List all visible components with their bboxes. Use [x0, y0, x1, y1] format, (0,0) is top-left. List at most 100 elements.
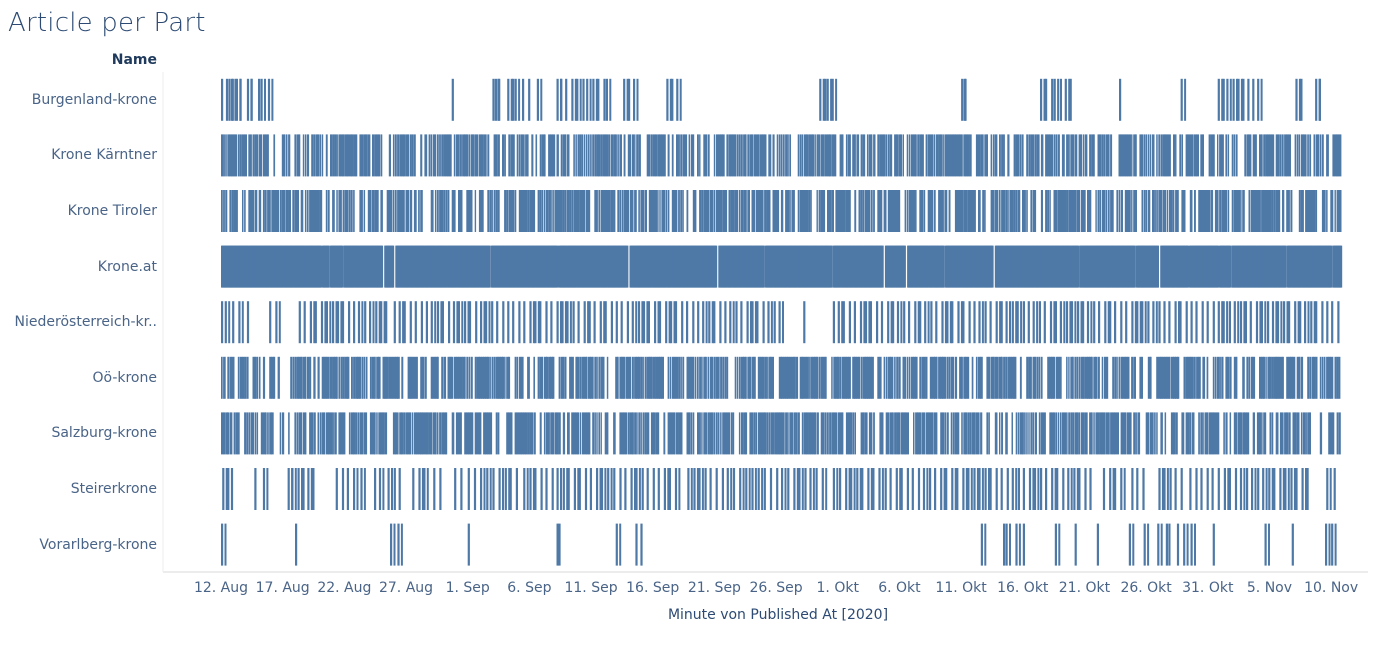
article-tick: [1255, 301, 1259, 344]
article-tick: [237, 356, 240, 399]
article-tick: [1061, 134, 1065, 177]
article-tick: [762, 134, 765, 177]
article-tick: [808, 190, 811, 232]
article-tick: [445, 245, 448, 288]
article-tick: [231, 356, 235, 399]
article-tick: [413, 356, 417, 399]
article-tick: [464, 134, 467, 177]
article-tick: [1152, 134, 1155, 177]
article-tick: [552, 134, 556, 177]
article-tick: [512, 190, 515, 232]
article-tick: [1005, 523, 1008, 566]
article-tick: [478, 412, 482, 455]
article-tick: [932, 245, 935, 288]
article-tick: [669, 78, 672, 121]
article-tick: [434, 301, 437, 344]
article-tick: [785, 356, 788, 399]
article-tick: [980, 356, 983, 399]
article-tick: [260, 134, 263, 177]
article-tick: [653, 134, 656, 177]
article-tick: [1229, 245, 1232, 288]
article-tick: [1221, 245, 1224, 288]
article-tick: [1216, 245, 1219, 288]
article-tick: [938, 356, 941, 399]
article-tick: [1275, 301, 1278, 344]
article-tick: [474, 134, 477, 177]
article-tick: [845, 134, 848, 177]
article-tick: [848, 190, 851, 232]
article-tick: [919, 301, 922, 344]
article-tick: [1319, 134, 1322, 177]
article-tick: [1321, 190, 1324, 232]
article-tick: [908, 356, 911, 399]
article-tick: [1087, 356, 1090, 399]
article-tick: [978, 356, 981, 399]
article-tick: [996, 356, 999, 399]
article-tick: [766, 190, 769, 232]
article-tick: [467, 245, 470, 288]
row-label: Oö-krone: [92, 369, 157, 386]
article-tick: [307, 134, 310, 177]
article-tick: [1221, 190, 1224, 232]
article-tick: [1080, 301, 1083, 344]
article-tick: [1116, 356, 1118, 399]
article-tick: [623, 412, 626, 455]
article-tick: [464, 356, 466, 399]
article-tick: [671, 78, 674, 121]
article-tick: [1019, 134, 1022, 177]
article-tick: [428, 412, 432, 455]
article-tick: [799, 356, 803, 399]
article-tick: [1013, 190, 1016, 232]
article-tick: [1059, 190, 1063, 232]
article-tick: [387, 468, 390, 510]
article-tick: [793, 356, 796, 399]
article-tick: [923, 412, 926, 455]
article-tick: [975, 134, 979, 177]
article-tick: [745, 134, 747, 177]
article-tick: [1076, 412, 1079, 455]
article-tick: [1315, 78, 1318, 121]
article-tick: [374, 134, 377, 177]
article-tick: [1277, 190, 1281, 232]
article-tick: [525, 190, 528, 232]
article-tick: [550, 190, 552, 232]
article-tick: [1026, 190, 1028, 232]
article-tick: [221, 301, 224, 344]
article-tick: [1180, 245, 1183, 288]
article-tick: [594, 190, 597, 232]
article-tick: [229, 356, 232, 399]
article-tick: [596, 356, 598, 399]
article-tick: [1310, 301, 1313, 344]
article-tick: [1133, 190, 1136, 232]
article-tick: [839, 412, 843, 455]
article-tick: [911, 468, 914, 510]
article-tick: [1288, 356, 1292, 399]
article-tick: [971, 412, 975, 455]
article-tick: [961, 412, 963, 455]
article-tick: [389, 245, 392, 288]
article-tick: [896, 134, 899, 177]
article-tick: [363, 190, 366, 232]
article-tick: [1263, 356, 1265, 399]
article-tick: [751, 134, 754, 177]
article-tick: [705, 190, 708, 232]
article-tick: [1279, 134, 1282, 177]
article-tick: [497, 356, 501, 399]
article-tick: [1061, 190, 1065, 232]
article-tick: [1057, 356, 1061, 399]
article-tick: [324, 301, 327, 344]
article-tick: [504, 468, 507, 510]
article-tick: [1069, 301, 1072, 344]
article-tick: [862, 134, 866, 177]
article-tick: [803, 356, 807, 399]
article-tick: [420, 134, 423, 177]
article-tick: [1044, 245, 1047, 288]
article-tick: [1170, 356, 1174, 399]
article-tick: [963, 78, 966, 121]
article-tick: [1124, 134, 1128, 177]
article-tick: [583, 190, 586, 232]
article-tick: [841, 356, 845, 399]
article-tick: [650, 245, 653, 288]
article-tick: [676, 356, 679, 399]
article-tick: [1231, 134, 1234, 177]
